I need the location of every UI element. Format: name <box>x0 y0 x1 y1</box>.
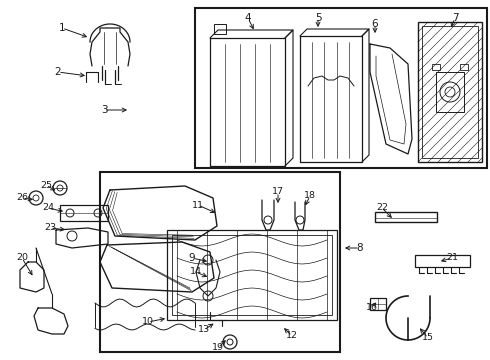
Text: 5: 5 <box>315 13 321 23</box>
Bar <box>418 22 482 162</box>
Text: 17: 17 <box>272 188 284 197</box>
Bar <box>214 24 226 34</box>
Bar <box>167 230 337 320</box>
Bar <box>195 8 487 168</box>
Text: 1: 1 <box>59 23 65 33</box>
Bar <box>60 205 108 221</box>
Bar <box>415 255 470 267</box>
Text: 11: 11 <box>192 201 204 210</box>
Bar <box>370 298 386 310</box>
Text: 24: 24 <box>42 203 54 212</box>
Bar <box>422 26 478 158</box>
Text: 8: 8 <box>357 243 363 253</box>
Text: 23: 23 <box>44 224 56 233</box>
Text: 4: 4 <box>245 13 251 23</box>
Text: 25: 25 <box>40 180 52 189</box>
Text: 13: 13 <box>198 325 210 334</box>
Text: 18: 18 <box>304 192 316 201</box>
Text: 21: 21 <box>446 253 458 262</box>
Bar <box>100 172 340 352</box>
Text: 7: 7 <box>452 13 458 23</box>
Text: 14: 14 <box>190 267 202 276</box>
Text: 20: 20 <box>16 253 28 262</box>
Text: 22: 22 <box>376 203 388 212</box>
Bar <box>432 64 440 70</box>
Text: 10: 10 <box>142 318 154 327</box>
Text: 9: 9 <box>189 253 196 263</box>
Bar <box>436 72 464 112</box>
Text: 3: 3 <box>100 105 107 115</box>
Text: 26: 26 <box>16 194 28 202</box>
Bar <box>460 64 468 70</box>
Text: 16: 16 <box>366 303 378 312</box>
Text: 12: 12 <box>286 332 298 341</box>
Text: 2: 2 <box>55 67 61 77</box>
Text: 15: 15 <box>422 333 434 342</box>
Bar <box>172 235 332 315</box>
Text: 19: 19 <box>212 343 224 352</box>
Text: 6: 6 <box>372 19 378 29</box>
Bar <box>375 212 437 222</box>
